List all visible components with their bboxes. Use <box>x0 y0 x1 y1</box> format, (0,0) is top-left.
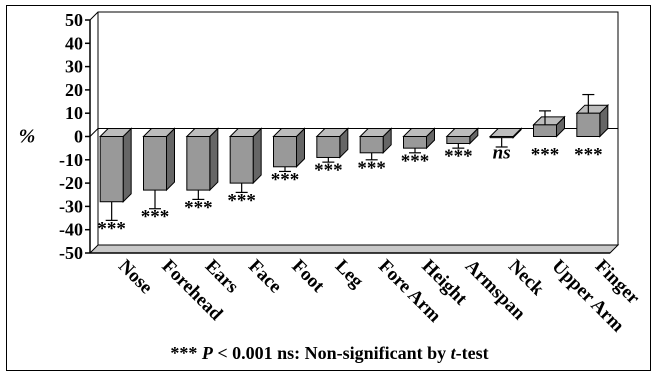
significance-label: *** <box>184 197 213 218</box>
footnote-stars: *** <box>170 343 198 363</box>
bar <box>489 136 514 139</box>
category-label: Nose <box>114 256 156 298</box>
significance-label: *** <box>271 169 300 190</box>
y-axis-label: % <box>19 126 36 148</box>
bar <box>186 136 211 191</box>
y-tick-label: -10 <box>59 150 83 170</box>
y-tick-label: 40 <box>65 33 83 53</box>
bar <box>316 136 341 158</box>
category-label: Face <box>244 256 286 298</box>
bar <box>576 112 601 137</box>
footnote-test-suffix: -test <box>455 343 489 363</box>
category-label: Leg <box>331 256 368 293</box>
bar-side <box>122 127 132 203</box>
bar <box>229 136 254 184</box>
significance-label: *** <box>444 146 473 167</box>
significance-label: *** <box>227 190 256 211</box>
y-tick-label: 10 <box>65 103 83 123</box>
significance-label: *** <box>141 207 170 228</box>
bar <box>273 136 297 168</box>
bar <box>359 136 384 154</box>
footnote-p-symbol: P <box>201 343 213 363</box>
chart-frame <box>6 5 651 371</box>
bar-side <box>166 127 175 192</box>
bar <box>446 136 471 144</box>
y-tick-label: -30 <box>59 196 83 216</box>
axes <box>85 11 620 254</box>
bar <box>533 124 557 137</box>
category-label: Foot <box>287 256 328 297</box>
significance-label: *** <box>314 160 343 181</box>
bar <box>143 136 167 191</box>
significance-label: *** <box>401 151 430 172</box>
footnote: *** P < 0.001 ns: Non-significant by t-t… <box>0 343 659 364</box>
bars <box>98 93 610 221</box>
footnote-test-name: t <box>450 343 456 363</box>
footnote-p-text: < 0.001 ns: Non-significant by <box>217 343 447 363</box>
y-tick-label: 50 <box>65 10 83 30</box>
y-tick-label: -20 <box>59 173 83 193</box>
bar <box>403 136 427 149</box>
significance-label: *** <box>357 158 386 179</box>
y-tick-label: 30 <box>65 57 83 77</box>
bar-side <box>209 127 219 192</box>
plot-wall <box>90 12 618 253</box>
bar-side <box>252 127 262 185</box>
y-tick-label: 20 <box>65 80 83 100</box>
significance-label: *** <box>574 145 603 166</box>
y-tick-label: -40 <box>59 220 83 240</box>
bar <box>99 136 124 203</box>
significance-label: ns <box>493 143 511 164</box>
y-tick-label: 0 <box>74 127 83 147</box>
y-tick-label: -50 <box>59 243 83 263</box>
plot-floor <box>88 244 620 254</box>
significance-label: *** <box>531 145 560 166</box>
significance-label: *** <box>97 218 126 239</box>
zero-line <box>89 128 618 137</box>
